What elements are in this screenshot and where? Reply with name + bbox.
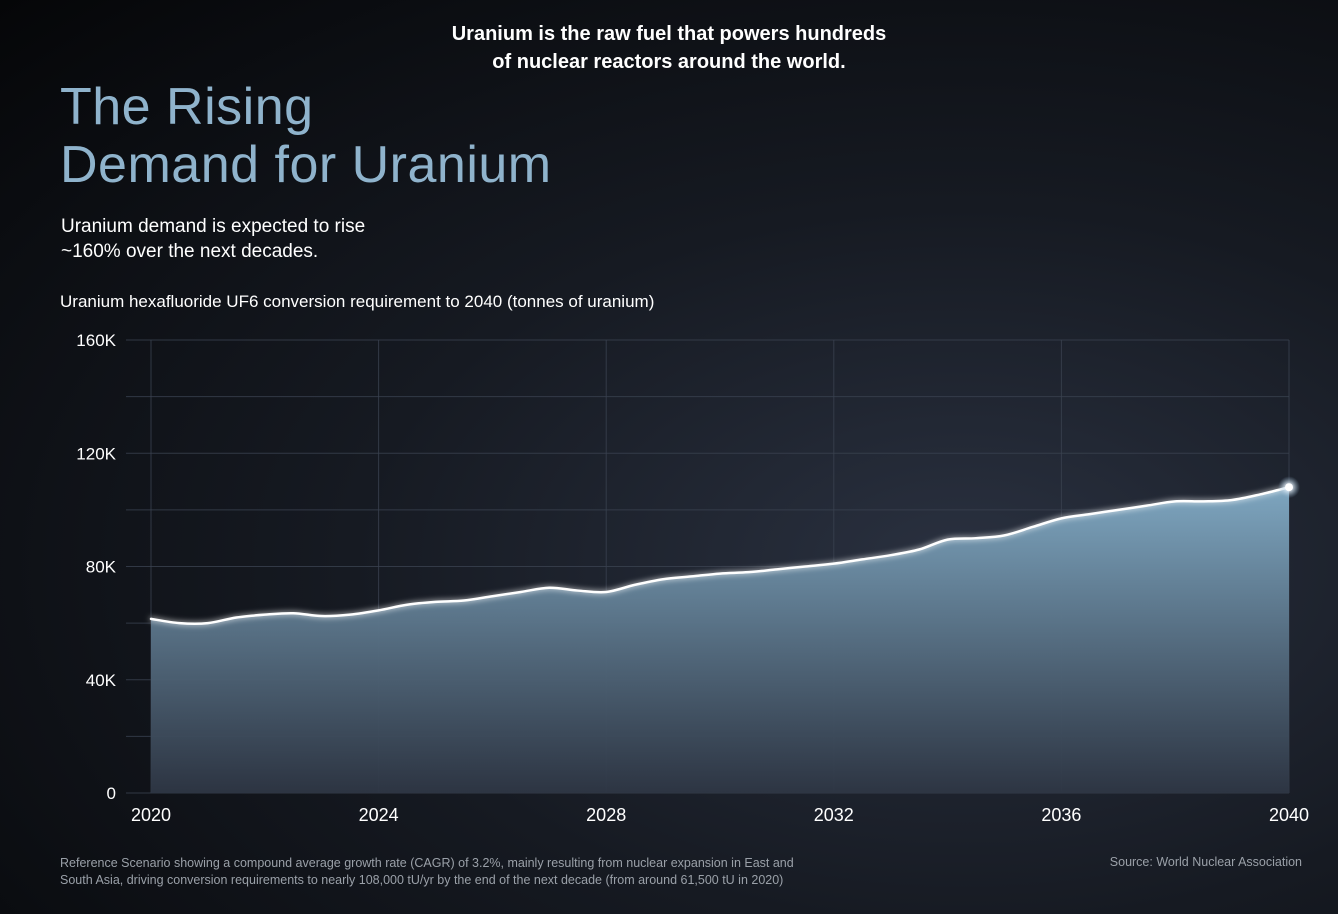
y-tick-label: 80K: [86, 558, 117, 577]
intro-text: Uranium is the raw fuel that powers hund…: [0, 20, 1338, 76]
subtitle-line-1: Uranium demand is expected to rise: [61, 216, 366, 237]
endpoint-dot: [1285, 483, 1293, 492]
subtitle-line-2: ~160% over the next decades.: [61, 241, 319, 262]
footnote-line-1: Reference Scenario showing a compound av…: [60, 856, 794, 870]
x-tick-label: 2028: [586, 805, 626, 825]
y-tick-label: 120K: [76, 444, 116, 463]
chart-caption: Uranium hexafluoride UF6 conversion requ…: [60, 292, 655, 311]
axes: 0 40K 80K 120K 160K 2020 2024 2028 2032 2036 2040: [76, 331, 1309, 825]
x-tick-label: 2040: [1269, 805, 1309, 825]
series-line: [149, 485, 1291, 625]
page-title: The Rising Demand for Uranium: [60, 78, 552, 194]
y-tick-label: 0: [107, 784, 116, 803]
intro-line-1: Uranium is the raw fuel that powers hund…: [451, 23, 887, 45]
x-tick-label: 2020: [131, 805, 171, 825]
y-tick-label: 160K: [76, 331, 116, 350]
x-tick-label: 2024: [359, 805, 399, 825]
series-area: [149, 476, 1300, 793]
x-tick-label: 2032: [814, 805, 854, 825]
intro-line-2: of nuclear reactors around the world.: [492, 51, 846, 73]
series-area-fill: [151, 487, 1289, 793]
y-tick-label: 40K: [86, 671, 117, 690]
source-note: Source: World Nuclear Association: [1109, 855, 1302, 869]
footnote-line-2: South Asia, driving conversion requireme…: [60, 873, 784, 887]
page-subtitle: Uranium demand is expected to rise ~160%…: [61, 214, 365, 264]
x-tick-label: 2036: [1041, 805, 1081, 825]
title-line-1: The Rising: [60, 78, 314, 136]
footnote: Reference Scenario showing a compound av…: [60, 855, 794, 889]
title-line-2: Demand for Uranium: [60, 136, 552, 194]
